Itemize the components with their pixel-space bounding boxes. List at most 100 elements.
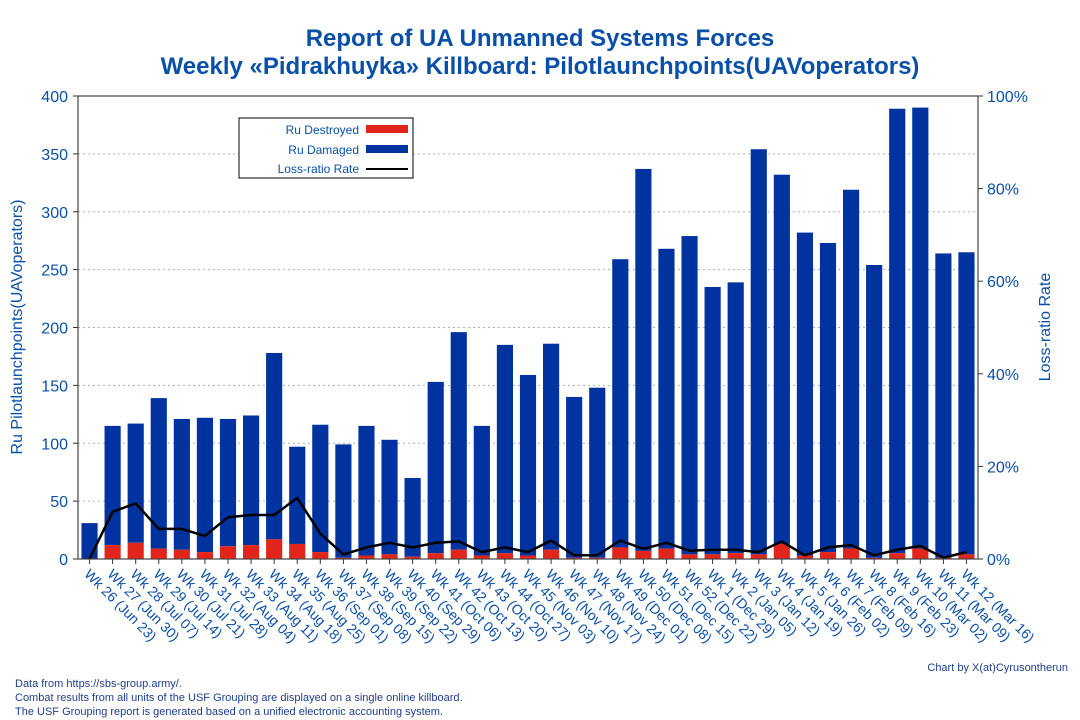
bar-destroyed: [819, 552, 837, 559]
bar-damaged: [127, 423, 144, 543]
bar-destroyed: [219, 546, 237, 559]
bar-damaged: [635, 168, 652, 551]
y-tick-label: 100: [41, 436, 68, 453]
bar-damaged: [566, 396, 583, 558]
bar-damaged: [612, 259, 629, 548]
bar-destroyed: [289, 543, 306, 559]
bar-damaged: [496, 344, 513, 554]
bar-destroyed: [612, 547, 629, 559]
bar-damaged: [266, 352, 283, 540]
bar-destroyed: [543, 549, 560, 559]
bar-damaged: [658, 248, 675, 549]
bar-destroyed: [196, 552, 213, 559]
bar-damaged: [335, 444, 352, 558]
footnote-2: Combat results from all units of the USF…: [15, 692, 463, 704]
legend-label-loss-ratio: Loss-ratio Rate: [278, 162, 360, 176]
bar-destroyed: [127, 542, 144, 559]
bars: [81, 107, 975, 559]
bar-destroyed: [173, 549, 190, 559]
bar-damaged: [219, 418, 237, 547]
y2-tick-label: 100%: [987, 89, 1028, 106]
bar-destroyed: [658, 548, 675, 559]
bar-damaged: [150, 398, 167, 549]
bar-destroyed: [635, 550, 652, 559]
footnote-1: Data from https://sbs-group.army/.: [15, 678, 182, 690]
bar-damaged: [866, 264, 883, 558]
bar-destroyed: [243, 545, 260, 559]
y2-tick-label: 40%: [987, 367, 1019, 384]
bar-damaged: [704, 286, 721, 555]
bar-damaged: [796, 232, 813, 556]
footnote-3: The USF Grouping report is generated bas…: [15, 706, 444, 718]
bar-destroyed: [104, 545, 121, 559]
bar-damaged: [358, 425, 375, 556]
bar-destroyed: [496, 553, 513, 559]
bar-damaged: [243, 415, 260, 546]
bar-damaged: [381, 439, 398, 555]
y2-tick-label: 60%: [987, 274, 1019, 291]
bar-damaged: [104, 425, 121, 546]
bar-destroyed: [150, 548, 167, 559]
legend-swatch-damaged: [366, 145, 408, 153]
chart-title-line2: Weekly «Pidrakhuyka» Killboard: Pilotlau…: [160, 53, 920, 80]
loss-ratio-line-group: [88, 496, 967, 560]
bar-damaged: [450, 332, 467, 550]
y2-tick-label: 20%: [987, 459, 1019, 476]
bar-damaged: [958, 252, 975, 555]
bar-damaged: [912, 107, 929, 549]
chart-credit: Chart by X(at)Cyrusontherun: [927, 662, 1068, 674]
y-tick-label: 0: [59, 552, 68, 569]
legend-label-destroyed: Ru Destroyed: [286, 123, 359, 137]
y-tick-label: 300: [41, 205, 68, 222]
bar-damaged: [935, 253, 952, 558]
legend: Ru Destroyed Ru Damaged Loss-ratio Rate: [238, 117, 414, 179]
bar-destroyed: [704, 554, 721, 559]
bar-damaged: [196, 417, 213, 553]
bar-destroyed: [796, 555, 813, 559]
legend-label-damaged: Ru Damaged: [288, 143, 359, 157]
bar-damaged: [173, 418, 190, 550]
bar-damaged: [889, 108, 906, 554]
bar-damaged: [589, 387, 606, 558]
bar-destroyed: [889, 553, 906, 559]
bar-damaged: [681, 236, 698, 555]
bar-destroyed: [912, 548, 929, 559]
bar-damaged: [473, 425, 490, 556]
y-axis-label: Ru Pilotlaunchpoints(UAVoperators): [9, 200, 26, 455]
bar-damaged: [519, 374, 537, 556]
bar-destroyed: [312, 552, 329, 559]
bar-destroyed: [958, 554, 975, 559]
bar-destroyed: [266, 539, 283, 559]
bar-damaged: [727, 282, 744, 554]
axes: 0 50 100 150 200 250 300 350 400 0% 20% 40% 60% 80% 10…: [41, 89, 1038, 646]
bar-destroyed: [404, 556, 421, 559]
y2-axis-label: Loss-ratio Rate: [1037, 273, 1054, 382]
bar-destroyed: [773, 543, 790, 559]
bar-destroyed: [450, 549, 467, 559]
plot-frame: [77, 95, 979, 560]
bar-damaged: [773, 174, 790, 544]
bar-damaged: [427, 381, 444, 554]
y2-tick-label: 0%: [987, 552, 1010, 569]
bar-destroyed: [473, 555, 490, 559]
bar-destroyed: [750, 554, 767, 559]
bar-destroyed: [727, 553, 744, 559]
bar-damaged: [543, 343, 560, 550]
bar-damaged: [750, 149, 767, 555]
chart-title-line1: Report of UA Unmanned Systems Forces: [305, 25, 775, 52]
bar-destroyed: [519, 555, 537, 559]
y-tick-label: 350: [41, 147, 68, 164]
bar-destroyed: [427, 553, 444, 559]
bar-destroyed: [358, 555, 375, 559]
legend-swatch-destroyed: [366, 125, 408, 133]
y-tick-label: 250: [41, 263, 68, 280]
y2-tick-label: 80%: [987, 182, 1019, 199]
bar-damaged: [843, 189, 860, 549]
bar-damaged: [81, 523, 98, 559]
bar-damaged: [289, 446, 306, 544]
y-tick-label: 400: [41, 89, 68, 106]
bar-destroyed: [843, 548, 860, 559]
loss-ratio-line: [88, 496, 967, 560]
bar-destroyed: [381, 554, 398, 559]
